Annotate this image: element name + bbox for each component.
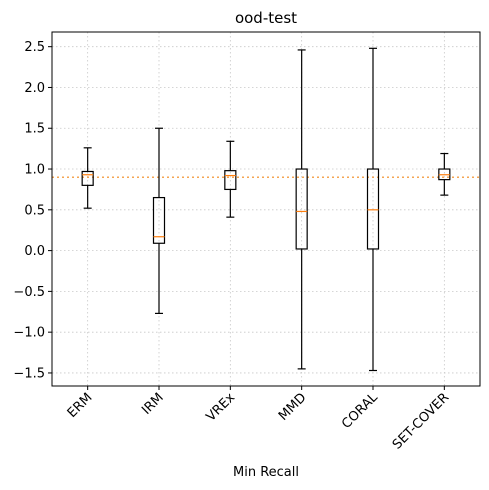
box-coral	[366, 47, 380, 372]
y-tick-label: −1.0	[13, 326, 45, 341]
box-set-cover	[438, 152, 451, 196]
x-axis-label: Min Recall	[233, 465, 299, 480]
iqr-box	[295, 168, 308, 250]
box-vrex	[224, 140, 237, 218]
iqr-box	[152, 196, 166, 244]
x-tick-label: ERM	[65, 390, 96, 421]
y-axis-ticks: −1.5 −1.0 −0.5 0.0 0.5 1.0 1.5 2.0 2.5	[13, 40, 52, 381]
chart-title: ood-test	[235, 9, 297, 27]
iqr-box	[366, 168, 380, 250]
box-erm	[81, 147, 94, 209]
y-tick-label: 0.0	[24, 244, 45, 259]
x-axis-ticks: ERM IRM VREx MMD CORAL SET-COVER	[65, 386, 452, 453]
x-tick-label: IRM	[139, 390, 167, 418]
axes-frame	[51, 31, 481, 387]
y-tick-label: 1.5	[24, 122, 45, 137]
box-irm	[152, 127, 166, 315]
iqr-box	[224, 170, 237, 191]
y-tick-label: 0.5	[24, 203, 45, 218]
x-tick-label: VREx	[204, 390, 239, 425]
y-tick-label: −0.5	[13, 285, 45, 300]
iqr-box	[81, 170, 94, 186]
box-mmd	[295, 49, 308, 370]
x-tick-label: CORAL	[339, 390, 381, 432]
boxes	[81, 47, 451, 372]
y-tick-label: 2.0	[24, 81, 45, 96]
grid-lines	[52, 32, 480, 386]
y-tick-label: 1.0	[24, 163, 45, 178]
x-tick-label: SET-COVER	[390, 390, 452, 452]
y-tick-label: −1.5	[13, 366, 45, 381]
y-tick-label: 2.5	[24, 40, 45, 55]
x-tick-label: MMD	[276, 390, 310, 424]
